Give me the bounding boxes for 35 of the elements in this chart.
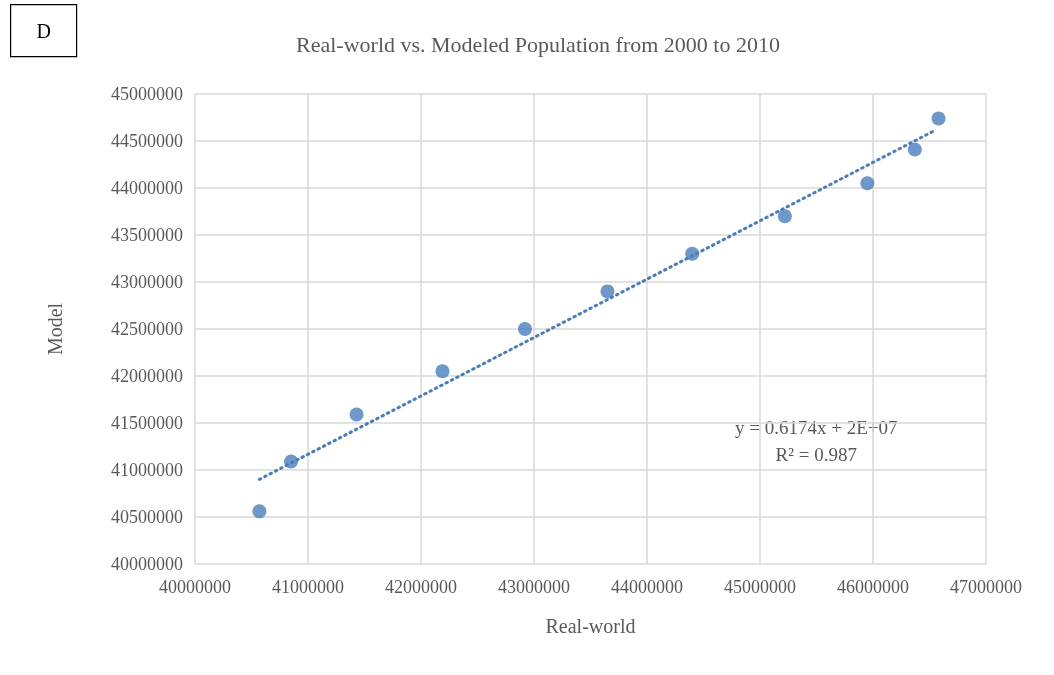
y-tick-label: 44500000 xyxy=(111,131,183,151)
point xyxy=(252,504,267,519)
y-tick-label: 41000000 xyxy=(111,460,183,480)
y-tick-label: 41500000 xyxy=(111,413,183,433)
y-tick-label: 42000000 xyxy=(111,366,183,386)
y-tick-label: 45000000 xyxy=(111,84,183,104)
x-axis-title: Real-world xyxy=(545,615,636,637)
x-tick-label: 41000000 xyxy=(272,577,344,597)
point xyxy=(435,364,450,379)
y-tick-label: 40500000 xyxy=(111,507,183,527)
point xyxy=(517,322,532,336)
point xyxy=(600,284,615,299)
x-tick-label: 45000000 xyxy=(724,577,796,597)
x-tick-label: 40000000 xyxy=(159,577,231,597)
point xyxy=(349,407,364,422)
annotation: y = 0.6174x + 2E+07 R² = 0.987 xyxy=(734,417,898,465)
text: D xyxy=(36,19,51,42)
point xyxy=(907,142,922,157)
point xyxy=(931,111,946,126)
x-tick-label: 43000000 xyxy=(498,577,570,597)
x-tick-label: 46000000 xyxy=(837,577,909,597)
y-tick-label: 44000000 xyxy=(111,178,183,198)
chart-title: Real-world vs. Modeled Population from 2000 to 2010 xyxy=(296,31,780,57)
y-tick-label: 43500000 xyxy=(111,225,183,245)
x-tick-label: 44000000 xyxy=(611,577,683,597)
point xyxy=(284,454,299,469)
y-tick-label: 42500000 xyxy=(111,319,183,339)
point xyxy=(860,176,875,191)
point xyxy=(685,246,700,261)
x-tick-label: 42000000 xyxy=(385,577,457,597)
y-axis-title: Model xyxy=(44,302,66,356)
y-tick-label: 40000000 xyxy=(111,554,183,574)
point xyxy=(777,209,792,224)
y-tick-label: 43000000 xyxy=(111,272,183,292)
x-tick-label: 47000000 xyxy=(950,577,1022,597)
